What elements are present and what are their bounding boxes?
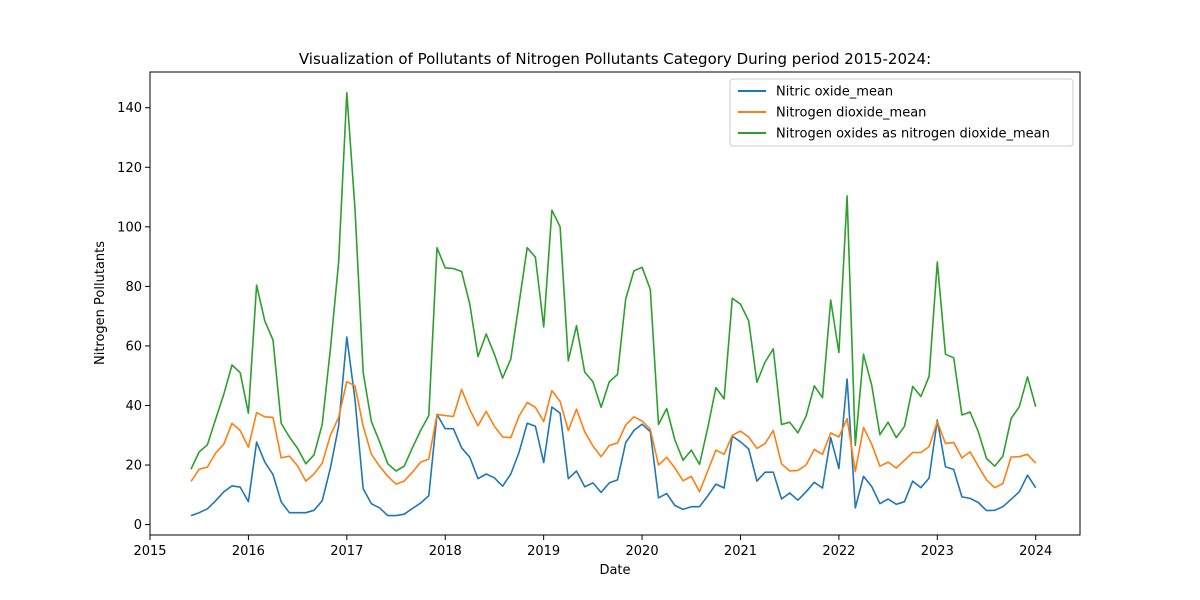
x-tick-label: 2018	[429, 544, 462, 559]
x-tick-label: 2023	[921, 544, 954, 559]
series-line-2	[190, 380, 1037, 493]
y-tick-label: 100	[117, 220, 142, 235]
y-axis: 0 20 40 60 80 100 120 140	[117, 101, 150, 533]
x-tick-label: 2024	[1019, 544, 1052, 559]
x-tick-label: 2015	[133, 544, 166, 559]
y-tick-label: 0	[134, 518, 142, 533]
x-tick-label: 2022	[822, 544, 855, 559]
x-tick-label: 2021	[724, 544, 757, 559]
x-axis: 2015 2016 2017 2018 2019 2020 2021 2022 2023 2024	[133, 535, 1052, 559]
plot-lines	[190, 92, 1037, 517]
x-tick-label: 2020	[626, 544, 659, 559]
y-tick-label: 80	[125, 280, 142, 295]
x-axis-label: Date	[599, 563, 630, 578]
legend: Nitric oxide_mean Nitrogen dioxide_mean Ni…	[729, 78, 1074, 147]
legend-label-3: Nitrogen oxides as nitrogen dioxide_mean	[776, 127, 1050, 142]
legend-box	[729, 78, 1074, 147]
x-tick-label: 2017	[330, 544, 363, 559]
series-line-3	[190, 92, 1037, 472]
legend-label-2: Nitrogen dioxide_mean	[776, 106, 926, 121]
legend-label-1: Nitric oxide_mean	[776, 85, 893, 100]
y-tick-label: 120	[117, 161, 142, 176]
y-tick-label: 60	[125, 339, 142, 354]
y-axis-label: Nitrogen Pollutants	[93, 241, 108, 365]
plot-frame	[149, 71, 1081, 536]
y-tick-label: 20	[125, 459, 142, 474]
series-line-1	[190, 336, 1037, 517]
y-tick-label: 40	[125, 399, 142, 414]
x-tick-label: 2019	[527, 544, 560, 559]
x-tick-label: 2016	[232, 544, 265, 559]
chart-title: Visualization of Pollutants of Nitrogen …	[299, 50, 931, 68]
y-tick-label: 140	[117, 101, 142, 116]
